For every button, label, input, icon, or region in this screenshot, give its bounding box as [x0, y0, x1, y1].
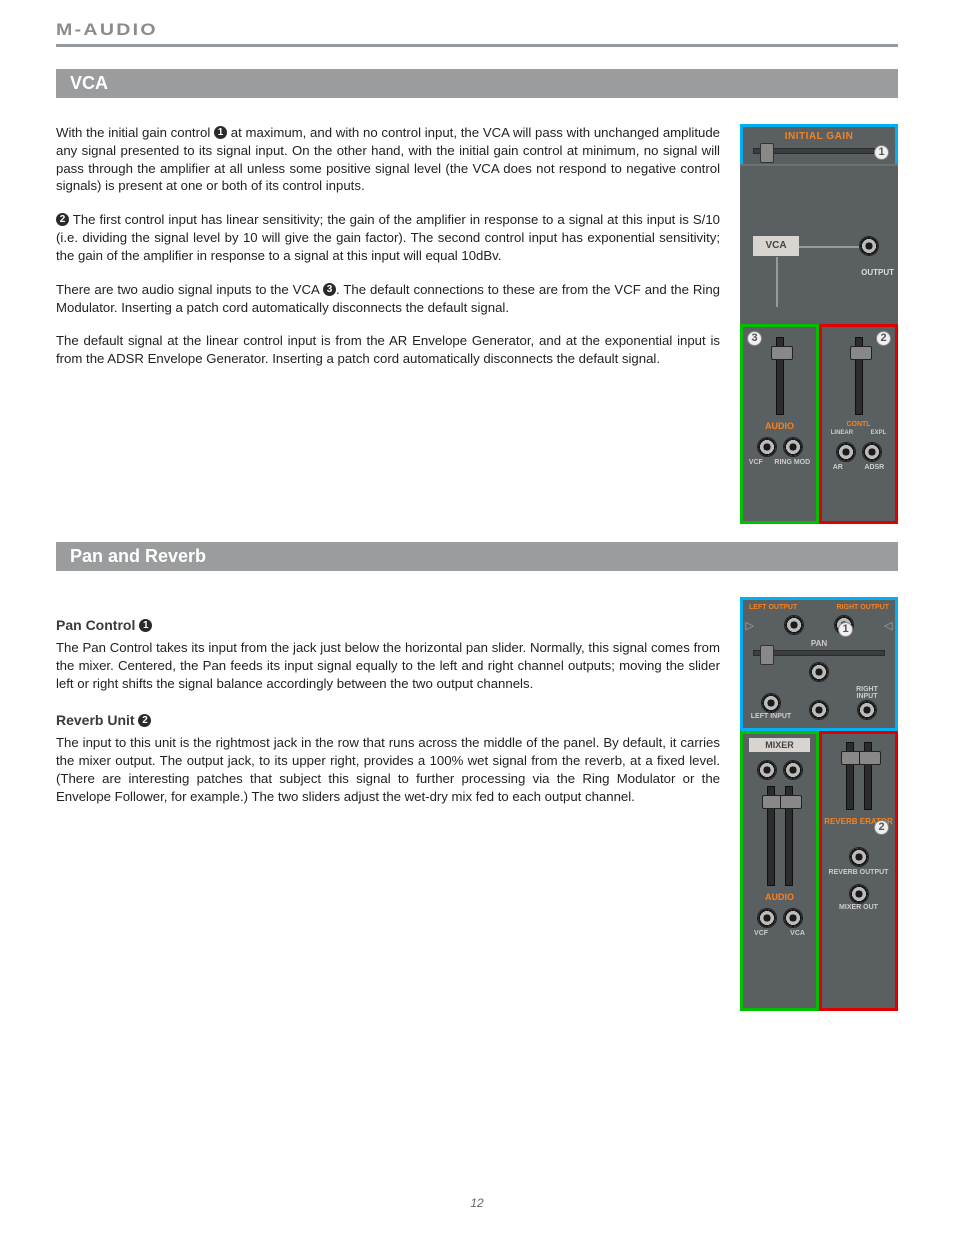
ref-3-icon: 3	[323, 283, 336, 296]
initial-gain-slider[interactable]	[753, 148, 885, 154]
adsr-label: ADSR	[864, 464, 884, 471]
linear-label: LINEAR	[831, 430, 853, 436]
expl-label: EXPL	[871, 430, 887, 436]
ar-label: AR	[833, 464, 843, 471]
initial-gain-label: INITIAL GAIN	[743, 131, 895, 142]
pan-slider[interactable]	[753, 650, 885, 656]
right-input-label: RIGHT INPUT	[845, 686, 889, 700]
mixer-slider-2[interactable]	[785, 786, 793, 886]
ref-2-icon: 2	[56, 213, 69, 226]
reverb-out-jack[interactable]	[849, 847, 869, 867]
mixer-box: MIXER AUDIO VCF VCA	[740, 731, 819, 1011]
callout-3-icon: 3	[747, 331, 762, 346]
vca-para-4: The default signal at the linear control…	[56, 332, 720, 368]
mix-vcf-label: VCF	[754, 930, 768, 937]
pan-input-jack[interactable]	[809, 662, 829, 682]
p2a: The first control input has linear sensi…	[56, 212, 720, 263]
callout-pan-2-icon: 2	[874, 820, 889, 835]
right-output-label: RIGHT OUTPUT	[837, 604, 890, 611]
mixer-jack-vcf[interactable]	[757, 908, 777, 928]
reverb-box: 2 REVERB ERATOR REVERB OUTPUT MIXER OUT	[819, 731, 898, 1011]
callout-pan-1-icon: 1	[838, 622, 853, 637]
mid-input-jack[interactable]	[809, 700, 829, 720]
reverb-heading: Reverb Unit 2	[56, 712, 720, 728]
right-input-jack[interactable]	[857, 700, 877, 720]
vca-output-jack[interactable]	[859, 236, 879, 256]
mixer-audio-label: AUDIO	[743, 892, 816, 902]
section-title-pan: Pan and Reverb	[56, 542, 898, 571]
output-label: OUTPUT	[861, 268, 894, 277]
vca-initial-gain-box: INITIAL GAIN 1	[740, 124, 898, 164]
ring-label: RING MOD	[774, 459, 810, 466]
header-rule	[56, 44, 898, 47]
left-input-label: LEFT INPUT	[749, 713, 793, 720]
audio-jack-ring[interactable]	[783, 437, 803, 457]
h1: Pan Control	[56, 617, 139, 633]
brand-header: M-AUDIO	[56, 20, 954, 40]
reverb-slider-2[interactable]	[864, 742, 872, 810]
reverb-output-label: REVERB OUTPUT	[822, 869, 895, 876]
control-slider[interactable]	[855, 337, 863, 415]
callout-1-icon: 1	[874, 145, 889, 160]
ref-1-icon: 1	[214, 126, 227, 139]
pan-control-heading: Pan Control 1	[56, 617, 720, 633]
h2: Reverb Unit	[56, 712, 138, 728]
ref-pan-1-icon: 1	[139, 619, 152, 632]
left-out-jack[interactable]	[784, 615, 804, 635]
vca-mid: VCA OUTPUT	[740, 164, 898, 324]
mixer-jack-vca[interactable]	[783, 908, 803, 928]
pan-diagram: LEFT OUTPUT RIGHT OUTPUT ▷ ◁ 1 PAN LEFT …	[740, 597, 898, 1011]
tri-right-icon: ◁	[884, 619, 892, 632]
left-output-label: LEFT OUTPUT	[749, 604, 797, 611]
vca-box-label: VCA	[753, 236, 799, 256]
ctrl-jack-adsr[interactable]	[862, 442, 882, 462]
p1a: With the initial gain control	[56, 125, 214, 140]
p3a: There are two audio signal inputs to the…	[56, 282, 323, 297]
mixer-title: MIXER	[749, 738, 810, 752]
pan-para-2: The input to this unit is the rightmost …	[56, 734, 720, 805]
callout-2-icon: 2	[876, 331, 891, 346]
pan-top-box: LEFT OUTPUT RIGHT OUTPUT ▷ ◁ 1 PAN LEFT …	[740, 597, 898, 731]
vca-para-3: There are two audio signal inputs to the…	[56, 281, 720, 317]
ctrl-jack-ar[interactable]	[836, 442, 856, 462]
control-inputs-box: 2 CONTL LINEAR EXPL AR ADSR	[819, 324, 898, 524]
vcf-label: VCF	[749, 459, 763, 466]
left-input-jack[interactable]	[761, 693, 781, 713]
reverb-slider-1[interactable]	[846, 742, 854, 810]
mixer-jack-2[interactable]	[783, 760, 803, 780]
section-title-vca: VCA	[56, 69, 898, 98]
ref-pan-2-icon: 2	[138, 714, 151, 727]
mixer-out-label: MIXER OUT	[822, 904, 895, 911]
mixer-jack-1[interactable]	[757, 760, 777, 780]
mixer-out-jack[interactable]	[849, 884, 869, 904]
audio-slider[interactable]	[776, 337, 784, 415]
page-number: 12	[0, 1196, 954, 1210]
tri-left-icon: ▷	[746, 619, 754, 632]
mixer-slider-1[interactable]	[767, 786, 775, 886]
audio-jack-vcf[interactable]	[757, 437, 777, 457]
audio-label: AUDIO	[743, 421, 816, 431]
vca-diagram: INITIAL GAIN 1 VCA OUTPUT 3 AUDIO VCF	[740, 124, 898, 524]
vca-para-2: 2 The first control input has linear sen…	[56, 211, 720, 264]
pan-para-1: The Pan Control takes its input from the…	[56, 639, 720, 692]
audio-inputs-box: 3 AUDIO VCF RING MOD	[740, 324, 819, 524]
mix-vca-label: VCA	[790, 930, 805, 937]
cont-label: CONTL	[822, 421, 895, 428]
vca-para-1: With the initial gain control 1 at maxim…	[56, 124, 720, 195]
